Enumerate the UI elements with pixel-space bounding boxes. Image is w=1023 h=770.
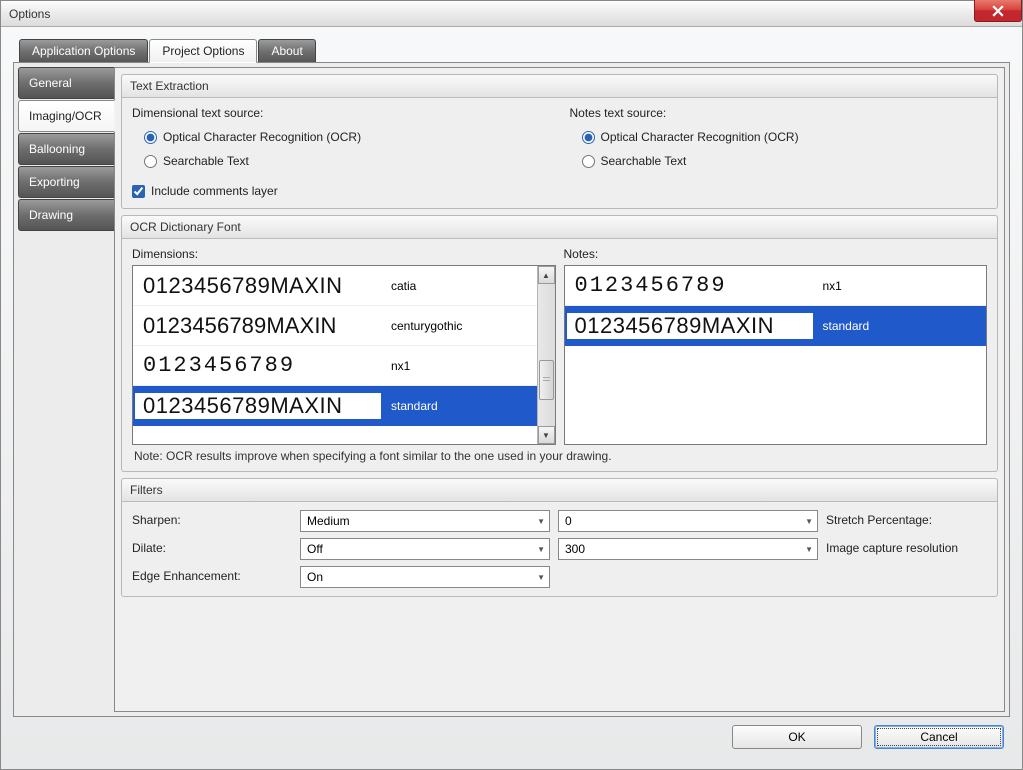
options-window: Options Application Options Project Opti… <box>0 0 1023 770</box>
scroll-thumb[interactable] <box>539 360 554 400</box>
font-sample: 0123456789 <box>133 351 383 380</box>
side-tabs: General Imaging/OCR Ballooning Exporting… <box>14 63 114 716</box>
button-bar: OK Cancel <box>13 717 1010 757</box>
font-sample: 0123456789MAXIN <box>565 311 815 341</box>
edge-combo[interactable]: On▼ <box>300 566 550 588</box>
side-tab-imaging[interactable]: Imaging/OCR <box>18 100 115 132</box>
close-button[interactable] <box>974 0 1022 22</box>
cancel-button[interactable]: Cancel <box>874 725 1004 749</box>
font-name-label: nx1 <box>383 359 537 373</box>
chevron-down-icon: ▼ <box>537 517 545 526</box>
edge-label: Edge Enhancement: <box>132 569 292 583</box>
content-panel: Text Extraction Dimensional text source:… <box>114 67 1005 712</box>
font-row-catia[interactable]: 0123456789MAXINcatia <box>133 266 537 306</box>
sharpen-label: Sharpen: <box>132 513 292 527</box>
radio-notes-searchable[interactable]: Searchable Text <box>570 152 988 170</box>
top-tabs: Application Options Project Options Abou… <box>19 39 1010 63</box>
font-sample: 0123456789 <box>565 271 815 300</box>
titlebar: Options <box>1 1 1022 27</box>
resolution-label: Image capture resolution <box>826 541 987 555</box>
font-name-label: catia <box>383 279 537 293</box>
chevron-down-icon: ▼ <box>537 573 545 582</box>
dimensions-list-label: Dimensions: <box>132 247 556 261</box>
radio-dim-searchable[interactable]: Searchable Text <box>132 152 550 170</box>
tab-project-options[interactable]: Project Options <box>149 39 257 63</box>
dilate-label: Dilate: <box>132 541 292 555</box>
ocr-note-text: Note: OCR results improve when specifyin… <box>132 445 987 463</box>
font-row-centurygothic[interactable]: 0123456789MAXINcenturygothic <box>133 306 537 346</box>
dimensional-source-label: Dimensional text source: <box>132 106 550 120</box>
font-name-label: standard <box>815 319 987 333</box>
stretch-combo[interactable]: 0▼ <box>558 510 818 532</box>
group-header: Filters <box>122 479 997 502</box>
side-tab-drawing[interactable]: Drawing <box>18 199 114 231</box>
group-header: Text Extraction <box>122 75 997 98</box>
font-name-label: centurygothic <box>383 319 537 333</box>
tab-application-options[interactable]: Application Options <box>19 39 148 63</box>
ok-button[interactable]: OK <box>732 725 862 749</box>
group-filters: Filters Sharpen: Medium▼ 0▼ Stretch Perc… <box>121 478 998 597</box>
chevron-down-icon: ▼ <box>805 517 813 526</box>
group-text-extraction: Text Extraction Dimensional text source:… <box>121 74 998 209</box>
side-tab-general[interactable]: General <box>18 67 114 99</box>
side-tab-exporting[interactable]: Exporting <box>18 166 114 198</box>
font-sample: 0123456789MAXIN <box>133 311 383 341</box>
main-panel: General Imaging/OCR Ballooning Exporting… <box>13 62 1010 717</box>
chevron-down-icon: ▼ <box>805 545 813 554</box>
chevron-down-icon: ▼ <box>537 545 545 554</box>
font-row-nx1[interactable]: 0123456789nx1 <box>133 346 537 386</box>
scroll-down-button[interactable]: ▼ <box>538 426 555 444</box>
dimensions-font-list[interactable]: 0123456789MAXINcatia0123456789MAXINcentu… <box>132 265 556 445</box>
font-row-nx1[interactable]: 0123456789nx1 <box>565 266 987 306</box>
notes-source-label: Notes text source: <box>570 106 988 120</box>
font-row-standard[interactable]: 0123456789MAXINstandard <box>565 306 987 346</box>
side-tab-ballooning[interactable]: Ballooning <box>18 133 114 165</box>
font-name-label: standard <box>383 399 537 413</box>
sharpen-combo[interactable]: Medium▼ <box>300 510 550 532</box>
close-icon <box>992 5 1004 17</box>
check-include-comments[interactable]: Include comments layer <box>132 182 550 200</box>
notes-font-list[interactable]: 0123456789nx10123456789MAXINstandard <box>564 265 988 445</box>
radio-dim-ocr[interactable]: Optical Character Recognition (OCR) <box>132 128 550 146</box>
window-title: Options <box>9 7 50 21</box>
stretch-label: Stretch Percentage: <box>826 513 987 527</box>
font-sample: 0123456789MAXIN <box>133 271 383 301</box>
scroll-up-button[interactable]: ▲ <box>538 266 555 284</box>
resolution-combo[interactable]: 300▼ <box>558 538 818 560</box>
group-header: OCR Dictionary Font <box>122 216 997 239</box>
radio-notes-ocr[interactable]: Optical Character Recognition (OCR) <box>570 128 988 146</box>
tab-about[interactable]: About <box>258 39 315 63</box>
group-ocr-font: OCR Dictionary Font Dimensions: 01234567… <box>121 215 998 472</box>
dialog-body: Application Options Project Options Abou… <box>1 27 1022 769</box>
font-sample: 0123456789MAXIN <box>133 391 383 421</box>
dilate-combo[interactable]: Off▼ <box>300 538 550 560</box>
scrollbar[interactable]: ▲ ▼ <box>537 266 555 444</box>
notes-list-label: Notes: <box>564 247 988 261</box>
font-row-standard[interactable]: 0123456789MAXINstandard <box>133 386 537 426</box>
font-name-label: nx1 <box>815 279 987 293</box>
